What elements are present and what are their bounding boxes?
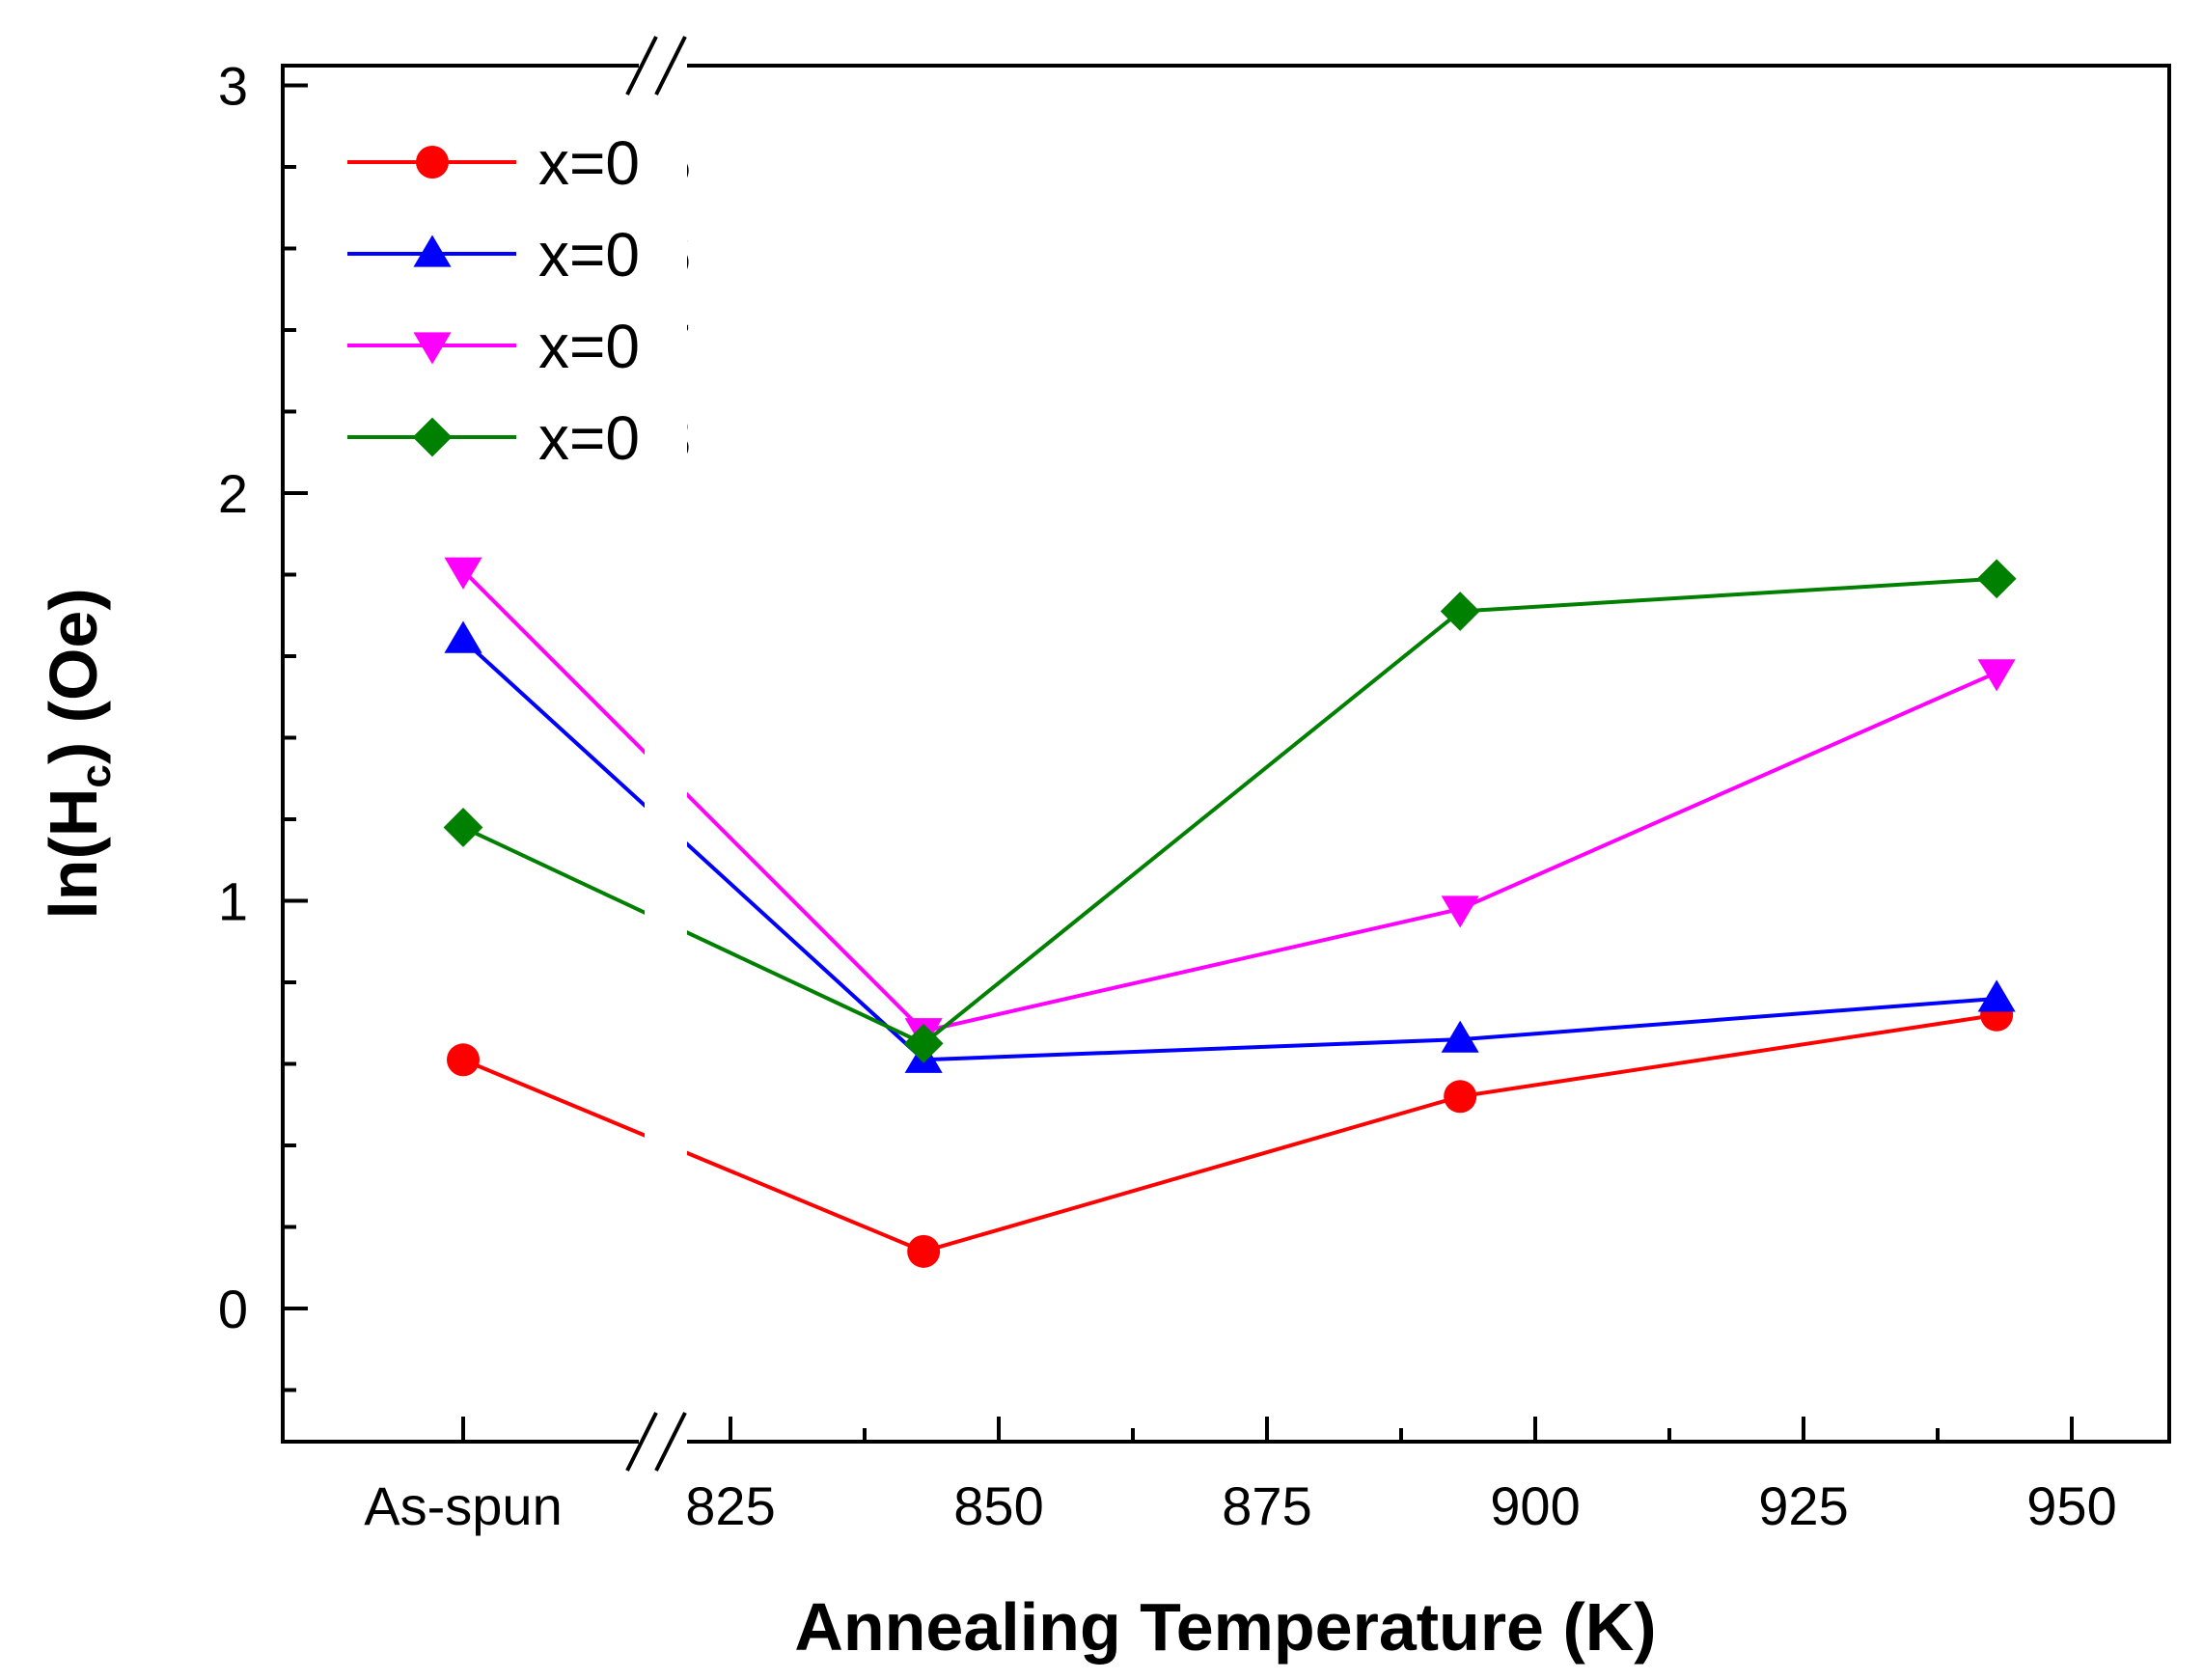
y-tick-label: 3 [218,56,248,117]
x-tick-label: As-spun [364,1475,562,1536]
data-point [907,1234,941,1268]
legend-marker [413,234,452,267]
y-axis-title-prefix: ln(H [36,788,111,920]
y-tick-label: 1 [218,871,248,932]
y-tick-label: 0 [218,1279,248,1339]
y-axis-title: ln(Hc) (Oe) [36,588,120,919]
y-axis-title-suffix: ) (Oe) [36,588,111,764]
data-point [1976,559,2017,599]
break-slash [654,1412,687,1472]
break-slash [654,36,687,96]
plot-frame [281,64,2171,1444]
y-tick-label: 2 [218,463,248,524]
data-point [1977,979,2016,1012]
axis-layer: 0 1 2 3 As-spun 825 850 875 900 925 950 [218,56,2117,1537]
break-axis-gap [639,60,687,71]
data-point [444,557,482,590]
legend-marker [412,417,453,457]
break-slash [625,1412,658,1472]
series-4 [443,559,2017,1063]
data-point [1441,1020,1479,1053]
x-axis-title: Annealing Temperature (K) [794,1589,1656,1665]
axis-break [625,36,687,1472]
data-point [1977,659,2016,692]
break-slash [625,36,658,96]
x-tick-label: 925 [1758,1475,1848,1536]
x-tick-label: 950 [2026,1475,2116,1536]
data-point [1440,592,1480,631]
break-gap [645,73,687,1434]
series-layer [443,557,2017,1268]
data-point [1441,895,1479,928]
x-tick-label: 875 [1222,1475,1311,1536]
data-point [444,620,482,653]
break-axis-gap [639,1436,687,1447]
data-point [903,1023,944,1063]
series-line [461,568,1997,1033]
series-line [462,576,1997,1046]
x-tick-label: 825 [685,1475,775,1536]
series-line [461,638,1997,1062]
y-axis-title-subscript: c [72,764,120,787]
legend-marker [416,146,449,179]
x-tick-label: 900 [1490,1475,1580,1536]
data-point [443,808,483,847]
legend-marker [413,332,452,365]
x-tick-label: 850 [953,1475,1043,1536]
series-line [462,1012,1997,1253]
data-point [447,1043,480,1077]
data-point [1444,1080,1477,1114]
